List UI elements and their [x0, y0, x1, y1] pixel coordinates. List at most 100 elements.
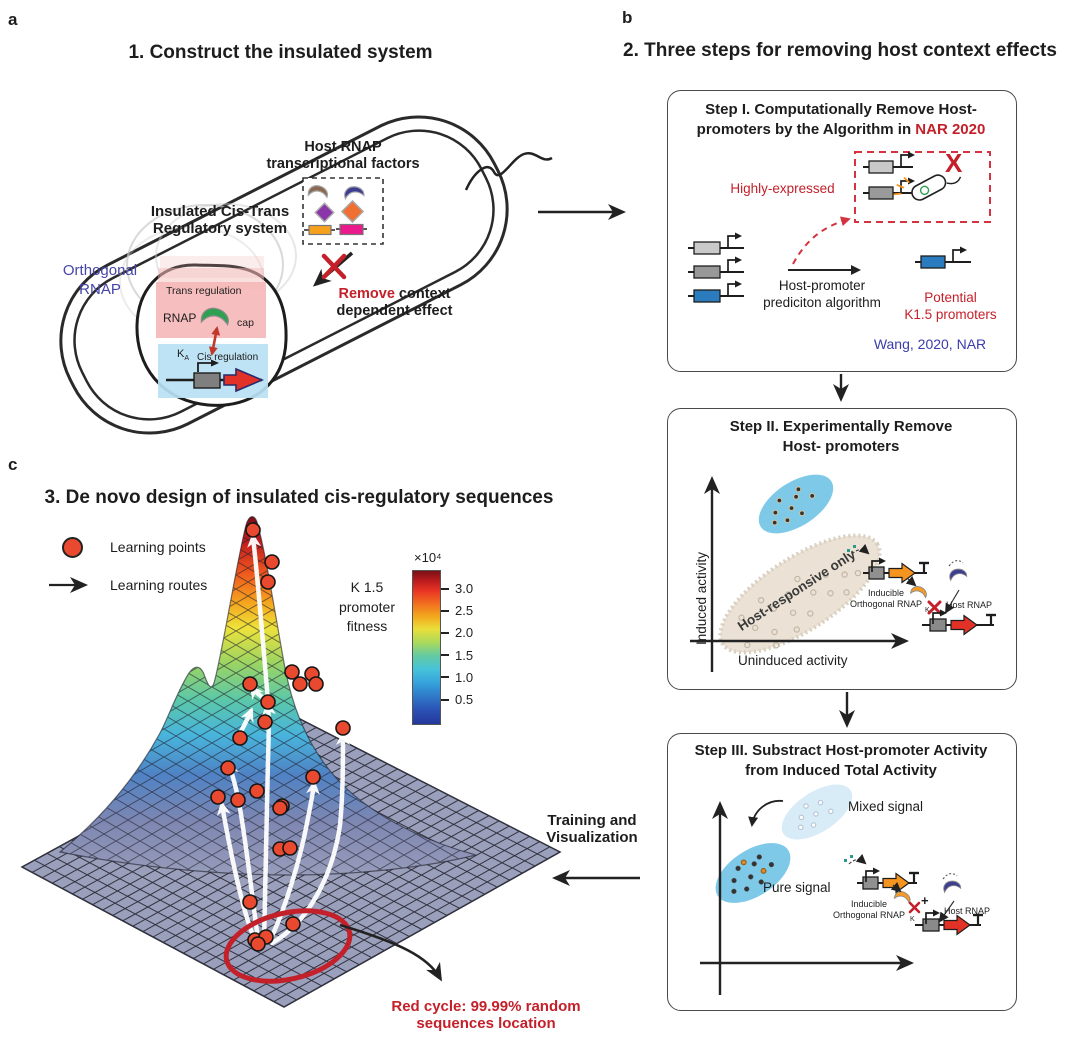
- cell-diagram: [59, 115, 553, 435]
- pure-signal-ellipse: [715, 843, 791, 903]
- panel-a-title: 1. Construct the insulated system: [128, 42, 433, 63]
- host-responsive-dots: [738, 569, 862, 649]
- training-label: Training and Visualization: [546, 812, 638, 846]
- connector-arrow: [938, 900, 955, 923]
- trans-regulation-label: Trans regulation: [166, 285, 242, 297]
- induced-cluster-dots: [771, 486, 816, 526]
- step2-y-axis-label: Induced activity: [694, 551, 709, 645]
- colorbar-tick: 0.5: [441, 692, 473, 707]
- step2-diagram: [690, 474, 996, 672]
- subtract-arrow: [748, 799, 784, 827]
- host-promoter-icon: [863, 151, 915, 174]
- red-x-icon: [321, 253, 347, 280]
- promoter-library-icon: [688, 256, 744, 279]
- red-x-icon: [927, 600, 942, 615]
- colorbar-ticks: 3.0 2.5 2.0 1.5 1.0 0.5: [441, 570, 491, 723]
- panel-b-title: 2. Three steps for removing host context…: [623, 40, 1057, 61]
- colorbar-tick: 1.5: [441, 648, 473, 663]
- dashed-arc: [948, 560, 964, 567]
- gene-arrow-icon: [223, 367, 265, 393]
- colorbar-tick: 3.0: [441, 581, 473, 596]
- step3-inducible-label: Inducible Orthogonal RNAP: [832, 899, 906, 921]
- step2-x-axis-label: Uninduced activity: [738, 653, 848, 668]
- insulated-system-label: Insulated Cis-Trans Regulatory system: [150, 203, 290, 238]
- step3-diagram: [700, 784, 983, 995]
- cis-trans-blob: [135, 256, 288, 407]
- step2-k-label: K: [925, 607, 930, 614]
- host-responsive-ellipse: [718, 533, 882, 655]
- step1-diagram: [688, 151, 991, 303]
- connector-arrow: [905, 575, 917, 587]
- learning-points-dot-icon: [62, 537, 83, 558]
- potential-k15-label: Potential K1.5 promoters: [904, 290, 997, 322]
- host-rnap-icon: [941, 878, 962, 893]
- citation-label: Wang, 2020, NAR: [873, 336, 987, 352]
- highly-expressed-label: Highly-expressed: [730, 181, 835, 196]
- panel-c-label: c: [8, 455, 18, 474]
- colorbar: [412, 570, 441, 725]
- step3-host-rnap-label: Host RNAP: [944, 906, 991, 916]
- pure-signal-dots: [731, 854, 775, 895]
- arrow-a-to-b: [538, 204, 626, 220]
- promoter-library-icon: [688, 232, 744, 255]
- connector-arrow: [944, 589, 960, 614]
- remove-context-arrow: [312, 251, 354, 287]
- mixed-signal-dots: [797, 799, 834, 831]
- bacterium-icon: [893, 174, 962, 201]
- discard-dashed-arrow: [792, 216, 851, 265]
- plus-sign: +: [921, 893, 929, 908]
- host-promoter-icon: [863, 177, 915, 200]
- algorithm-label: Host-promoter prediciton algorithm: [763, 278, 881, 310]
- mixed-signal-label: Mixed signal: [848, 799, 924, 814]
- learning-routes-label: Learning routes: [110, 577, 208, 593]
- step2-inducible-label: Inducible Orthogonal RNAP: [849, 588, 923, 610]
- fitness-label: K 1.5 promoter fitness: [338, 579, 396, 635]
- discard-x-mark: X: [945, 148, 963, 178]
- red-x-icon: [908, 901, 921, 914]
- learning-points: [210, 522, 351, 952]
- cis-regulation-label: Cis regulation: [197, 352, 259, 363]
- operator-site-icon: [336, 223, 367, 236]
- panel-a-label: a: [8, 10, 18, 29]
- induced-cluster-ellipse: [758, 474, 834, 534]
- tf-diamond-icon: [340, 199, 365, 224]
- inducer-arrow: [848, 853, 867, 865]
- remove-word: Remove: [338, 286, 395, 302]
- remove-rest: context dependent effect: [336, 286, 453, 320]
- red-cycle-caption: Red cycle: 99.99% random sequences locat…: [391, 998, 581, 1032]
- host-rnap-icon: [947, 566, 968, 581]
- pure-signal-label: Pure signal: [763, 880, 831, 895]
- fitness-surface-plot: [20, 516, 562, 1008]
- learning-points-label: Learning points: [110, 539, 206, 555]
- colorbar-tick: 2.0: [441, 625, 473, 640]
- flagellum-icon: [464, 152, 553, 191]
- step3-k-label: K: [910, 916, 915, 923]
- step2-title: Step II. Experimentally Remove Host- pro…: [729, 418, 953, 455]
- colorbar-exponent: ×10⁴: [414, 550, 442, 565]
- annotation-arrow: [339, 923, 442, 982]
- colorbar-tick: 2.5: [441, 603, 473, 618]
- step2-host-rnap-label: Host RNAP: [946, 600, 993, 610]
- tf-diamond-icon: [314, 202, 335, 223]
- panel-c-title: 3. De novo design of insulated cis-regul…: [44, 487, 554, 508]
- k15-promoter-icon: [915, 246, 971, 269]
- host-factors-label: Host RNAP transcriptional factors: [266, 139, 420, 172]
- arrow-step2-to-step3: [839, 692, 855, 728]
- k15-reporter-cassette: [915, 909, 983, 936]
- panel-b-label: b: [622, 8, 633, 27]
- inducible-rnap-cassette: [863, 557, 929, 584]
- operator-site-icon: [304, 224, 335, 236]
- cap-label: cap: [237, 317, 254, 329]
- trans-cis-coupling-arrow: [208, 326, 221, 356]
- k15-reporter-cassette: [922, 609, 996, 636]
- inducer-arrow: [851, 543, 870, 555]
- training-arrow: [552, 870, 640, 886]
- trans-box-ghost: [160, 256, 264, 278]
- learning-routes-arrow-icon: [49, 577, 88, 593]
- host-factors-box: [302, 177, 384, 245]
- promoter-library-icon: [688, 280, 744, 303]
- step3-title: Step III. Substract Host-promoter Activi…: [694, 742, 988, 779]
- connector-arrow: [890, 881, 902, 893]
- orthogonal-rnap-label: Orthogonal RNAP: [62, 262, 138, 298]
